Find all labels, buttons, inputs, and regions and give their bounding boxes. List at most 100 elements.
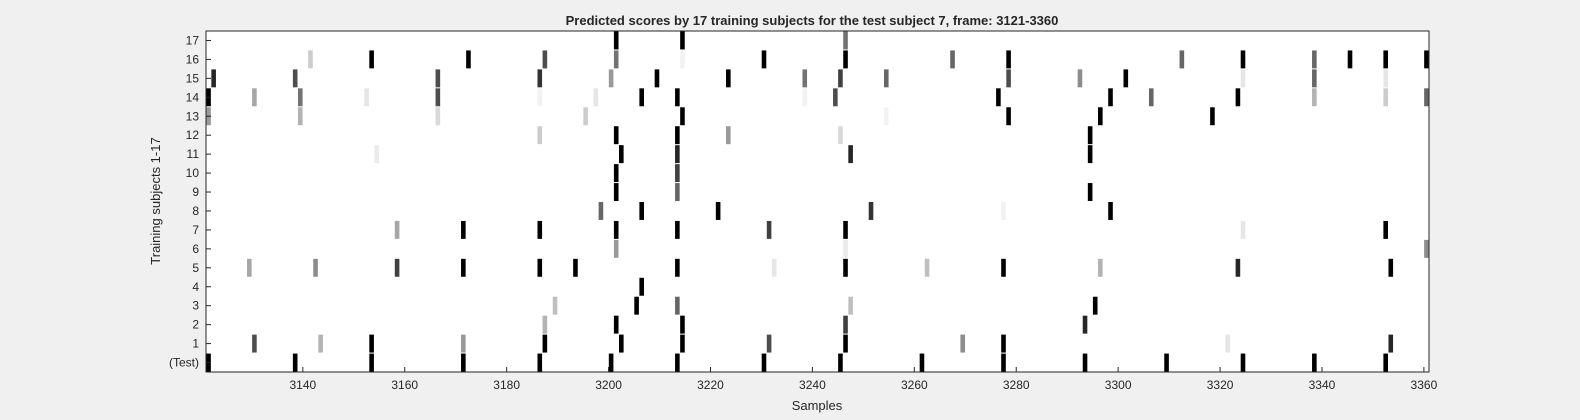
x-tick-label: 3300 <box>1105 378 1132 392</box>
heatmap-cell <box>1235 258 1241 277</box>
plot-area <box>206 31 1429 372</box>
heatmap-cell <box>461 258 466 277</box>
heatmap-cell <box>1098 107 1103 126</box>
heatmap-cell <box>1006 69 1011 88</box>
heatmap-cell <box>1383 220 1388 239</box>
heatmap-cell <box>1240 353 1246 372</box>
heatmap-cell <box>1087 183 1093 201</box>
heatmap-cell <box>537 220 543 239</box>
heatmap-cell <box>843 220 848 239</box>
y-tick-label: 17 <box>186 33 200 47</box>
heatmap-cell <box>308 50 313 69</box>
heatmap-cell <box>680 315 685 334</box>
heatmap-cell <box>883 107 889 126</box>
heatmap-cell <box>1082 315 1088 334</box>
heatmap-cell <box>1082 353 1088 372</box>
x-tick-label: 3200 <box>595 378 622 392</box>
heatmap-cell <box>1347 50 1353 69</box>
heatmap-cell <box>1240 50 1246 69</box>
heatmap-cell <box>1383 88 1388 107</box>
heatmap-cell <box>848 145 853 164</box>
heatmap-cell <box>297 88 303 107</box>
heatmap-cell <box>1312 353 1317 372</box>
heatmap-cell <box>1001 353 1006 372</box>
heatmap-cell <box>1001 334 1006 353</box>
y-tick-label: 1 <box>192 337 199 351</box>
y-axis-label: Training subjects 1-17 <box>148 137 163 264</box>
heatmap-cells <box>206 31 1429 372</box>
heatmap-cell <box>292 353 298 372</box>
y-tick-label: 13 <box>186 109 200 123</box>
y-tick-label: 10 <box>186 166 200 180</box>
heatmap-cell <box>761 50 767 69</box>
heatmap-cell <box>838 353 843 372</box>
heatmap-cell <box>435 69 441 88</box>
heatmap-cell <box>461 334 466 353</box>
heatmap-cell <box>843 50 848 69</box>
heatmap-cell <box>883 69 889 88</box>
y-tick-label: 4 <box>192 280 199 294</box>
heatmap-cell <box>766 220 772 239</box>
heatmap-cell <box>1312 69 1317 88</box>
heatmap-cell <box>369 353 374 372</box>
heatmap-cell <box>394 258 400 277</box>
x-tick-label: 3280 <box>1003 378 1030 392</box>
heatmap-cell <box>675 183 680 201</box>
heatmap-cell <box>537 353 543 372</box>
heatmap-cell <box>374 145 380 164</box>
heatmap-cell <box>848 296 853 315</box>
heatmap-cell <box>613 164 619 183</box>
heatmap-cell <box>292 69 298 88</box>
y-tick-label: 7 <box>192 223 199 237</box>
heatmap-cell <box>771 258 777 277</box>
heatmap-cell <box>318 334 323 353</box>
heatmap-cell <box>573 258 578 277</box>
x-tick-label: 3220 <box>697 378 724 392</box>
heatmap-cell <box>1424 50 1429 69</box>
heatmap-cell <box>542 334 548 353</box>
heatmap-cell <box>435 107 441 126</box>
heatmap-cell <box>960 334 966 353</box>
heatmap-cell <box>1424 88 1429 107</box>
heatmap-cell <box>537 258 543 277</box>
heatmap-cell <box>252 88 257 107</box>
heatmap-cell <box>613 315 619 334</box>
heatmap-cell <box>843 239 848 258</box>
heatmap-cell <box>838 126 843 145</box>
heatmap-cell <box>613 239 619 258</box>
heatmap-cell <box>1388 258 1394 277</box>
heatmap-cell <box>619 145 624 164</box>
heatmap-cell <box>1077 69 1083 88</box>
heatmap-cell <box>1240 220 1246 239</box>
heatmap-cell <box>608 353 614 372</box>
heatmap-cell <box>1424 239 1429 258</box>
heatmap-cell <box>1108 202 1113 220</box>
heatmap-cell <box>613 220 619 239</box>
heatmap-cell <box>297 107 303 126</box>
heatmap-cell <box>593 88 599 107</box>
heatmap-cell <box>1148 88 1154 107</box>
heatmap-cell <box>537 69 543 88</box>
heatmap-cell <box>639 277 644 296</box>
heatmap-cell <box>252 334 257 353</box>
x-tick-label: 3320 <box>1207 378 1234 392</box>
x-tick-label: 3240 <box>799 378 826 392</box>
y-tick-label: 15 <box>186 71 200 85</box>
heatmap-cell <box>1240 69 1246 88</box>
heatmap-cell <box>843 334 848 353</box>
heatmap-cell <box>675 220 680 239</box>
heatmap-cell <box>1098 258 1103 277</box>
heatmap-cell <box>619 334 624 353</box>
heatmap-cell <box>766 334 772 353</box>
heatmap-cell <box>996 88 1001 107</box>
heatmap-cell <box>639 88 644 107</box>
heatmap-cell <box>369 334 374 353</box>
heatmap-cell <box>950 50 955 69</box>
x-tick-label: 3340 <box>1309 378 1336 392</box>
y-tick-label: 11 <box>187 147 200 161</box>
heatmap-cell <box>726 69 731 88</box>
chart-title: Predicted scores by 17 training subjects… <box>566 13 1059 28</box>
x-tick-label: 3360 <box>1411 378 1438 392</box>
y-tick-label: 6 <box>192 242 199 256</box>
heatmap-cell <box>461 220 466 239</box>
